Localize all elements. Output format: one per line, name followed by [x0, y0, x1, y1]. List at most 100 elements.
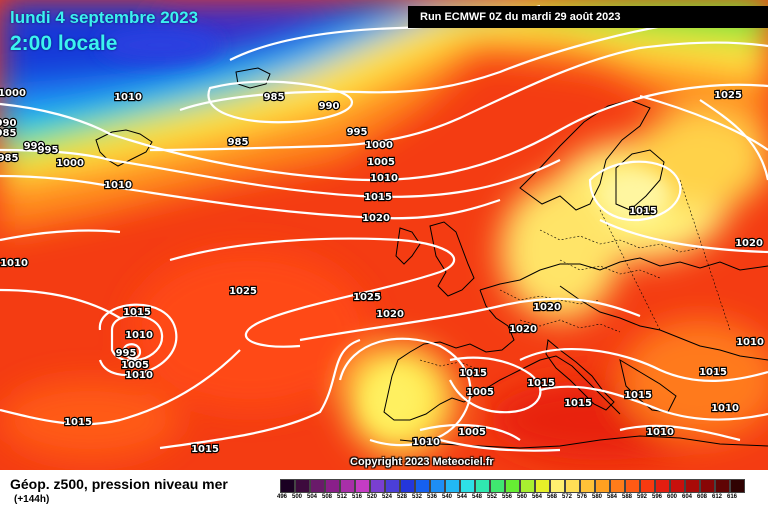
scale-color: [445, 479, 460, 493]
scale-color: [325, 479, 340, 493]
scale-value: 520: [367, 494, 378, 500]
scale-swatch: 500: [292, 479, 310, 503]
isobar-label: 1015: [629, 206, 657, 217]
isobar-label: 1015: [64, 417, 92, 428]
scale-color: [415, 479, 430, 493]
scale-value: 524: [382, 494, 393, 500]
scale-swatch: 584: [607, 479, 625, 503]
isobar-label: 1015: [123, 307, 151, 318]
isobar-label: 1020: [362, 213, 390, 224]
scale-value: 496: [277, 494, 288, 500]
isobar-label: 1010: [114, 92, 142, 103]
forecast-time: 2:00 locale: [10, 32, 118, 55]
isobar-label: 995: [116, 348, 137, 359]
isobar-label: 1020: [376, 309, 404, 320]
scale-color: [670, 479, 685, 493]
scale-color: [280, 479, 295, 493]
legend-footer: Géop. z500, pression niveau mer (+144h) …: [0, 470, 768, 512]
legend-subtitle: (+144h): [14, 494, 50, 505]
legend-title: Géop. z500, pression niveau mer: [10, 476, 228, 492]
scale-value: 592: [637, 494, 648, 500]
isobar-label: 1015: [699, 367, 727, 378]
scale-swatch: 564: [532, 479, 550, 503]
isobar-label: 1025: [229, 286, 257, 297]
isobar-label: 985: [0, 153, 18, 164]
scale-color: [640, 479, 655, 493]
isobar-label: 1000: [56, 158, 84, 169]
weather-map: 1000990985985990995100010101010985990985…: [0, 0, 768, 470]
isobar-label: 985: [264, 92, 285, 103]
isobar-label: 990: [24, 141, 45, 152]
coastlines: [95, 67, 768, 449]
scale-value: 616: [727, 494, 738, 500]
isobar-label: 1015: [564, 398, 592, 409]
scale-color: [580, 479, 595, 493]
scale-swatch: 616: [727, 479, 745, 503]
scale-color: [715, 479, 730, 493]
isobar-label: 985: [228, 137, 249, 148]
scale-value: 504: [307, 494, 318, 500]
scale-value: 560: [517, 494, 528, 500]
scale-swatch: 524: [382, 479, 400, 503]
scale-swatch: 504: [307, 479, 325, 503]
scale-value: 536: [427, 494, 438, 500]
scale-color: [370, 479, 385, 493]
scale-value: 588: [622, 494, 633, 500]
scale-color: [535, 479, 550, 493]
scale-swatch: 512: [337, 479, 355, 503]
copyright-notice: Copyright 2023 Meteociel.fr: [350, 456, 494, 468]
scale-swatch: 544: [457, 479, 475, 503]
scale-color: [595, 479, 610, 493]
scale-swatch: 532: [412, 479, 430, 503]
scale-color: [400, 479, 415, 493]
isobar-label: 1005: [367, 157, 395, 168]
scale-value: 604: [682, 494, 693, 500]
scale-swatch: 604: [682, 479, 700, 503]
isobar-label: 985: [0, 128, 16, 139]
scale-color: [610, 479, 625, 493]
scale-value: 500: [292, 494, 303, 500]
scale-swatch: 608: [697, 479, 715, 503]
isobar-label: 1000: [365, 140, 393, 151]
scale-swatch: 536: [427, 479, 445, 503]
scale-color: [685, 479, 700, 493]
scale-swatch: 520: [367, 479, 385, 503]
scale-color: [625, 479, 640, 493]
isobar-label: 1015: [527, 378, 555, 389]
scale-swatch: 576: [577, 479, 595, 503]
scale-value: 572: [562, 494, 573, 500]
scale-swatch: 572: [562, 479, 580, 503]
scale-value: 552: [487, 494, 498, 500]
isobar-label: 1010: [711, 403, 739, 414]
scale-value: 568: [547, 494, 558, 500]
isobar-label: 990: [319, 101, 340, 112]
isobar-label: 995: [347, 127, 368, 138]
run-info-banner: Run ECMWF 0Z du mardi 29 août 2023: [408, 6, 768, 28]
scale-swatch: 508: [322, 479, 340, 503]
isobar-label: 1025: [353, 292, 381, 303]
scale-color: [430, 479, 445, 493]
scale-value: 584: [607, 494, 618, 500]
scale-color: [700, 479, 715, 493]
forecast-date: lundi 4 septembre 2023: [10, 8, 199, 27]
isobar-label: 1010: [125, 330, 153, 341]
scale-value: 580: [592, 494, 603, 500]
scale-value: 544: [457, 494, 468, 500]
color-scale: 496 500 504 508 512 516 520 524 528 532 536 540 544 5…: [277, 479, 745, 503]
scale-color: [310, 479, 325, 493]
scale-swatch: 592: [637, 479, 655, 503]
isobar-label: 1010: [646, 427, 674, 438]
isobar-label: 995: [38, 145, 59, 156]
isobar-label: 1010: [125, 370, 153, 381]
isobar-label: 1025: [714, 90, 742, 101]
scale-swatch: 580: [592, 479, 610, 503]
scale-swatch: 556: [502, 479, 520, 503]
scale-value: 516: [352, 494, 363, 500]
scale-swatch: 612: [712, 479, 730, 503]
scale-value: 532: [412, 494, 423, 500]
isobar-label: 1015: [364, 192, 392, 203]
scale-color: [565, 479, 580, 493]
scale-color: [505, 479, 520, 493]
isobar-label: 1015: [624, 390, 652, 401]
scale-value: 540: [442, 494, 453, 500]
